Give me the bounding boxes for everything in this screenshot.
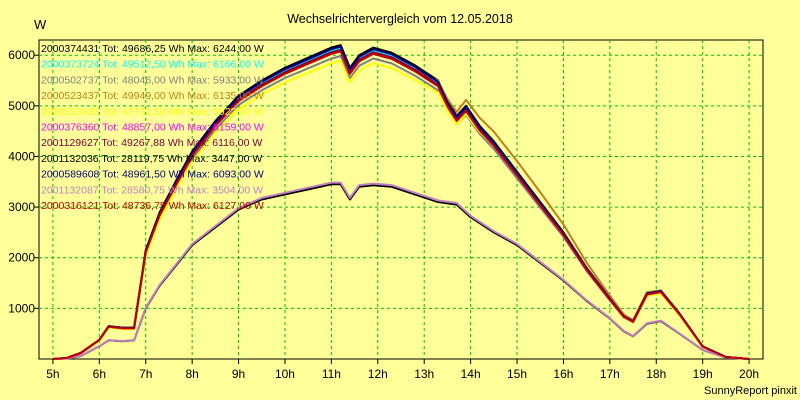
y-tick-label: 6000: [8, 48, 35, 62]
x-axis-ticks: 5h 6h 7h 8h 9h 10h 11h 12h 13h 14h 15h 16h 17h 18h 19h…: [46, 359, 759, 381]
x-tick-label: 6h: [93, 367, 106, 381]
x-tick-label: 19h: [693, 367, 713, 381]
x-tick-label: 5h: [46, 367, 59, 381]
legend-entry-11: 2000316121 Tot: 48736,75 Wh Max: 6127,00…: [41, 200, 264, 212]
x-tick-label: 18h: [646, 367, 666, 381]
x-tick-label: 9h: [232, 367, 245, 381]
x-tick-label: 14h: [461, 367, 481, 381]
x-tick-label: 16h: [553, 367, 573, 381]
series-line-11: [52, 50, 750, 360]
x-tick-label: 17h: [600, 367, 620, 381]
series-line-10: [52, 181, 750, 360]
legend-entry-9: 2000589608 Tot: 48961,50 Wh Max: 6093,00…: [41, 169, 264, 181]
y-tick-label: 2000: [8, 251, 35, 265]
x-tick-label: 15h: [507, 367, 527, 381]
y-axis-ticks: 1000 2000 3000 4000 5000 6000: [8, 48, 39, 315]
y-tick-label: 1000: [8, 301, 35, 315]
legend-entry-2: 2000373724 Tot: 49512,50 Wh Max: 6166,00…: [41, 59, 264, 71]
legend-entry-4: 2000523437 Tot: 49949,00 Wh Max: 6135,00…: [41, 90, 264, 102]
legend-entry-7: 2001129627 Tot: 49267,88 Wh Max: 6116,00…: [41, 137, 262, 149]
legend-entry-3: 2000502737 Tot: 48046,00 Wh Max: 5933,00…: [41, 74, 264, 86]
legend-entry-6: 2000376360 Tot: 48857,00 Wh Max: 6159,00…: [41, 122, 264, 134]
x-tick-label: 8h: [185, 367, 198, 381]
x-tick-label: 20h: [739, 367, 759, 381]
x-tick-label: 10h: [275, 367, 295, 381]
series-lines: [52, 44, 750, 360]
x-tick-label: 12h: [368, 367, 388, 381]
legend-entry-1: 2000374431 Tot: 49686,25 Wh Max: 6244,00…: [41, 43, 264, 55]
legend: 2000374431 Tot: 49686,25 Wh Max: 6244,00…: [41, 43, 264, 212]
legend-entry-5: 2000523435 Tot: 47731,50 Wh Max: 5922,00…: [41, 106, 264, 118]
y-tick-label: 4000: [8, 149, 35, 163]
y-tick-label: 5000: [8, 99, 35, 113]
grid-lines: [39, 40, 763, 359]
x-tick-label: 11h: [322, 367, 341, 381]
legend-entry-8: 2001132036 Tot: 28119,75 Wh Max: 3447,00…: [41, 153, 262, 165]
x-tick-label: 13h: [414, 367, 434, 381]
y-axis-unit-label: W: [34, 17, 47, 32]
legend-entry-10: 2001132087 Tot: 28580,75 Wh Max: 3504,00…: [41, 184, 263, 196]
x-tick-label: 7h: [139, 367, 152, 381]
y-tick-label: 3000: [8, 200, 35, 214]
footer-credit: SunnyReport pinxit: [704, 385, 797, 397]
chart-title: Wechselrichtervergleich vom 12.05.2018: [287, 12, 513, 26]
